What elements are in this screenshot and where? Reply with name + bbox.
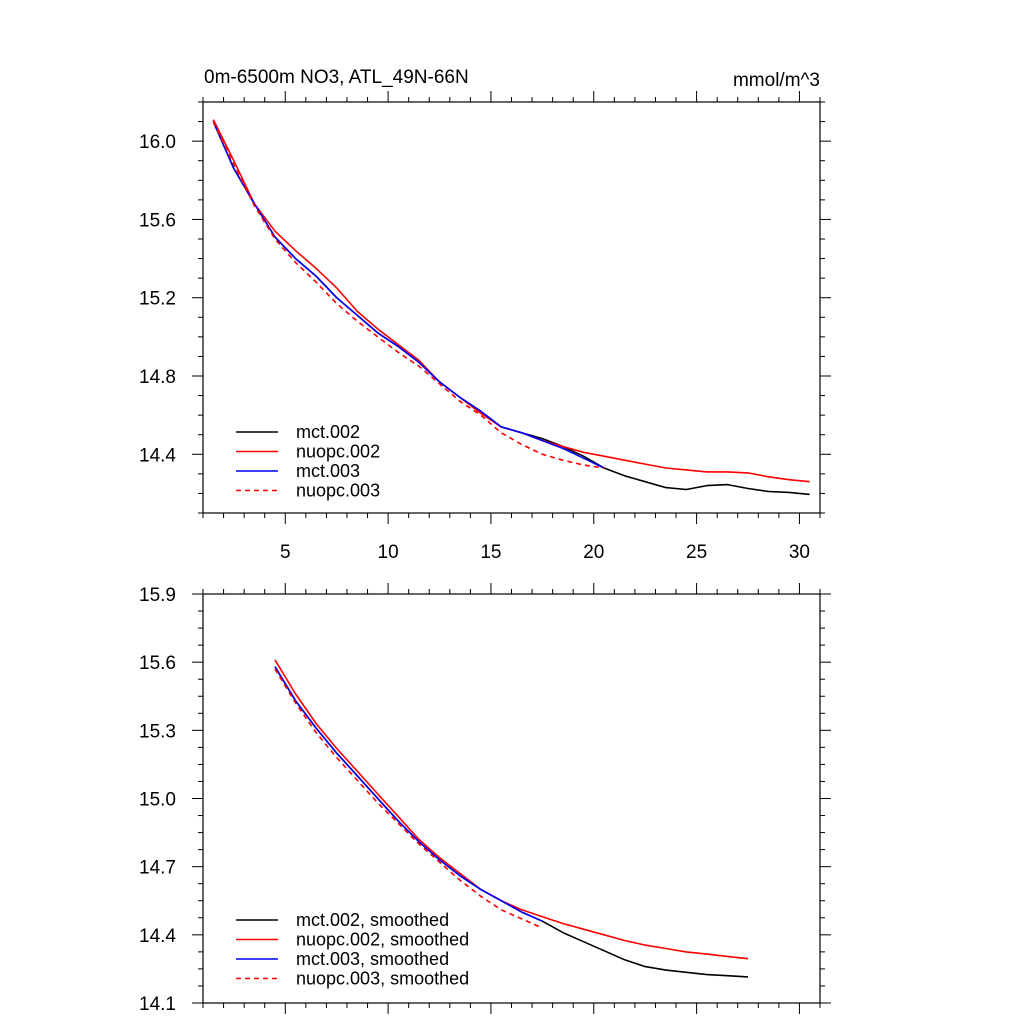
y-tick-label: 15.0 (139, 790, 176, 811)
y-tick-label: 14.7 (139, 858, 176, 879)
legend-entry-label: nuopc.003, smoothed (296, 969, 469, 989)
y-tick-label: 15.9 (139, 585, 176, 606)
y-tick-label: 16.0 (139, 132, 176, 153)
legend-entry-label: mct.002 (296, 422, 360, 442)
y-tick-label: 15.2 (139, 289, 176, 310)
x-tick-label: 5 (280, 542, 291, 563)
legend-entry-label: nuopc.002 (296, 442, 380, 462)
x-tick-label: 25 (686, 542, 707, 563)
y-tick-label: 14.4 (139, 445, 176, 466)
legend-entry-label: mct.002, smoothed (296, 910, 449, 930)
legend-entry-label: mct.003 (296, 461, 360, 481)
series-line-nuopc-002-smoothed (274, 659, 749, 960)
y-tick-label: 14.1 (139, 994, 176, 1015)
series-line-mct-003 (212, 121, 605, 469)
x-tick-label: 15 (480, 542, 501, 563)
y-tick-label: 14.4 (139, 926, 176, 947)
top-chart-units: mmol/m^3 (733, 70, 820, 91)
series-line-mct-003-smoothed (274, 666, 543, 922)
top-panel-no3-timeseries: 0m-6500m NO3, ATL_49N-66N mmol/m^3 5 10 15… (139, 67, 831, 563)
legend-entry-label: nuopc.002, smoothed (296, 930, 469, 950)
series-line-nuopc-003-smoothed (274, 668, 543, 929)
x-tick-label: 10 (378, 542, 399, 563)
y-tick-label: 15.3 (139, 721, 176, 742)
x-tick-label: 20 (583, 542, 604, 563)
y-tick-label: 14.8 (139, 367, 176, 388)
top-chart-title: 0m-6500m NO3, ATL_49N-66N (204, 67, 469, 88)
legend-entry-label: nuopc.003 (296, 481, 380, 501)
y-tick-label: 15.6 (139, 210, 176, 231)
y-tick-label: 15.6 (139, 653, 176, 674)
series-line-nuopc-003 (212, 121, 605, 469)
x-tick-label: 30 (789, 542, 810, 563)
bottom-panel-no3-smoothed: 14.1 14.4 14.7 15.0 15.3 15.6 15.9 mct.002, smo… (139, 583, 831, 1015)
legend-entry-label: mct.003, smoothed (296, 949, 449, 969)
